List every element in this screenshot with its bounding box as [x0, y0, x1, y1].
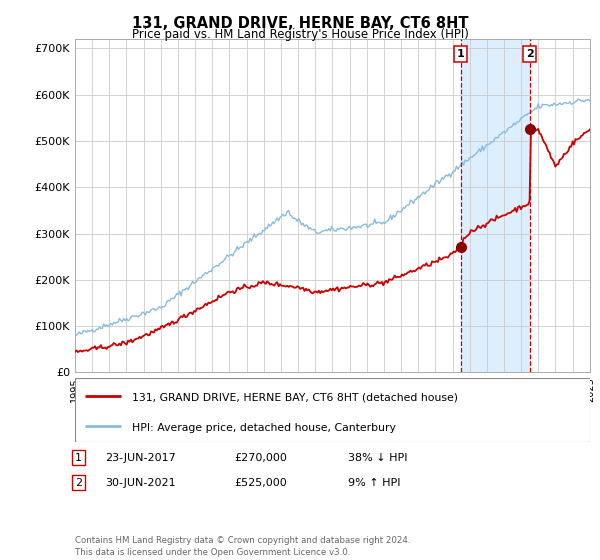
Text: HPI: Average price, detached house, Canterbury: HPI: Average price, detached house, Cant…: [131, 423, 395, 432]
Text: Contains HM Land Registry data © Crown copyright and database right 2024.
This d: Contains HM Land Registry data © Crown c…: [75, 536, 410, 557]
Text: 2: 2: [75, 478, 82, 488]
Text: 38% ↓ HPI: 38% ↓ HPI: [348, 452, 407, 463]
Text: 2: 2: [526, 49, 533, 59]
Text: Price paid vs. HM Land Registry's House Price Index (HPI): Price paid vs. HM Land Registry's House …: [131, 28, 469, 41]
Text: £270,000: £270,000: [234, 452, 287, 463]
Text: 1: 1: [457, 49, 464, 59]
Text: 131, GRAND DRIVE, HERNE BAY, CT6 8HT: 131, GRAND DRIVE, HERNE BAY, CT6 8HT: [132, 16, 468, 31]
Text: 9% ↑ HPI: 9% ↑ HPI: [348, 478, 401, 488]
Bar: [461, 39, 530, 372]
Text: 1: 1: [75, 452, 82, 463]
Text: 30-JUN-2021: 30-JUN-2021: [105, 478, 176, 488]
Text: £525,000: £525,000: [234, 478, 287, 488]
Text: 23-JUN-2017: 23-JUN-2017: [105, 452, 176, 463]
Text: 131, GRAND DRIVE, HERNE BAY, CT6 8HT (detached house): 131, GRAND DRIVE, HERNE BAY, CT6 8HT (de…: [131, 393, 458, 402]
